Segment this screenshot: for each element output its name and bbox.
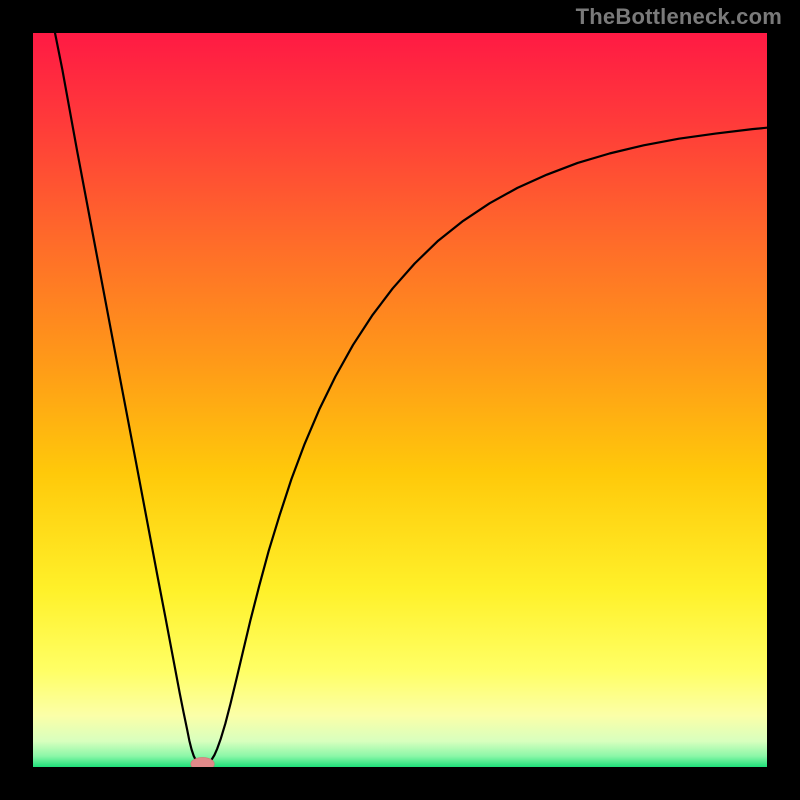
watermark-text: TheBottleneck.com (576, 4, 782, 30)
plot-area (33, 33, 767, 767)
chart-svg (33, 33, 767, 767)
chart-container: TheBottleneck.com (0, 0, 800, 800)
